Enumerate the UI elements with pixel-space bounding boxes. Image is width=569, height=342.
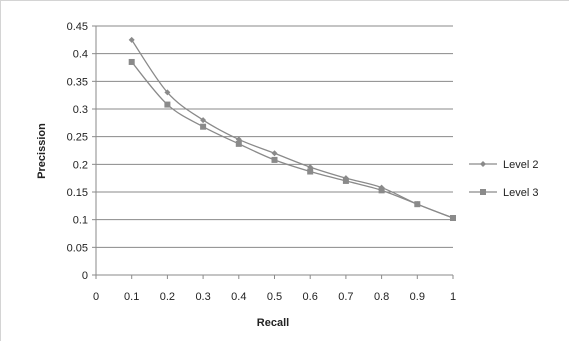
data-point-level-3 bbox=[342, 177, 349, 184]
y-tick-labels: 0 0.05 0.1 0.15 0.2 0.25 0.3 0.35 0.4 0.45 bbox=[67, 21, 96, 282]
x-tick-label: 0.6 bbox=[303, 291, 318, 303]
series bbox=[128, 36, 456, 222]
data-point-level-3 bbox=[307, 168, 314, 175]
y-tick-label: 0.35 bbox=[67, 76, 88, 88]
y-tick-label: 0.4 bbox=[73, 49, 88, 61]
x-tick-label: 0 bbox=[93, 291, 99, 303]
legend-diamond-marker bbox=[480, 161, 486, 167]
x-tick-labels: 0 0.1 0.2 0.3 0.4 0.5 0.6 0.7 0.8 0.9 1 bbox=[93, 275, 456, 303]
y-axis-title: Precission bbox=[36, 123, 48, 179]
y-tick-label: 0.1 bbox=[73, 215, 88, 227]
x-tick-label: 0.3 bbox=[195, 291, 210, 303]
legend: Level 2 Level 3 bbox=[469, 159, 538, 199]
data-point-level-3 bbox=[378, 187, 385, 194]
series-level-2 bbox=[128, 36, 456, 222]
legend-item-level-3: Level 3 bbox=[469, 187, 538, 199]
y-tick-label: 0.45 bbox=[67, 21, 88, 33]
series-line-level-2 bbox=[131, 39, 454, 219]
data-point-level-2 bbox=[271, 150, 278, 157]
data-point-level-3 bbox=[271, 156, 278, 163]
y-tick-label: 0.3 bbox=[73, 104, 88, 116]
y-tick-label: 0.05 bbox=[67, 242, 88, 254]
series-level-3 bbox=[128, 58, 456, 222]
data-point-level-3 bbox=[235, 140, 242, 147]
x-axis-title: Recall bbox=[257, 317, 289, 329]
x-tick-label: 0.5 bbox=[267, 291, 282, 303]
data-point-level-3 bbox=[128, 58, 135, 65]
y-tick-label: 0.25 bbox=[67, 132, 88, 144]
y-tick-label: 0.15 bbox=[67, 187, 88, 199]
x-tick-label: 0.2 bbox=[160, 291, 175, 303]
data-point-level-2 bbox=[128, 36, 135, 43]
x-tick-label: 1 bbox=[450, 291, 456, 303]
data-point-level-3 bbox=[164, 101, 171, 108]
legend-label-level-2: Level 2 bbox=[503, 159, 538, 171]
legend-square-marker bbox=[480, 189, 486, 195]
data-point-level-3 bbox=[450, 215, 456, 222]
x-tick-label: 0.7 bbox=[338, 291, 353, 303]
data-point-level-3 bbox=[414, 201, 421, 208]
data-point-level-2 bbox=[164, 89, 171, 96]
y-tick-label: 0 bbox=[82, 270, 88, 282]
x-tick-label: 0.1 bbox=[124, 291, 139, 303]
y-tick-label: 0.2 bbox=[73, 159, 88, 171]
grid-lines bbox=[96, 25, 453, 248]
x-tick-label: 0.9 bbox=[410, 291, 425, 303]
x-tick-label: 0.8 bbox=[374, 291, 389, 303]
data-point-level-2 bbox=[200, 117, 207, 124]
legend-label-level-3: Level 3 bbox=[503, 187, 538, 199]
data-point-level-3 bbox=[200, 123, 207, 130]
x-tick-label: 0.4 bbox=[231, 291, 246, 303]
series-line-level-3 bbox=[131, 61, 454, 219]
legend-item-level-2: Level 2 bbox=[469, 159, 538, 171]
